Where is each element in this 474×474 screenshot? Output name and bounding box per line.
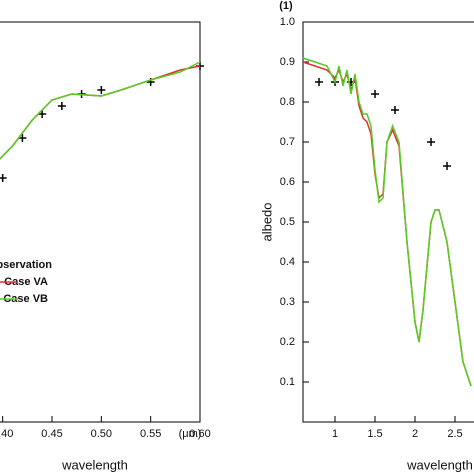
y-tick-label: 0.4 [280, 256, 295, 268]
plot-frame [302, 21, 474, 423]
y-tick-label: 0.3 [280, 296, 295, 308]
legend-label: Observation [0, 259, 52, 271]
legend-label: Case VA [4, 276, 48, 288]
y-tick-label: 0.2 [280, 336, 295, 348]
model-line [302, 57, 472, 387]
plot-frame [0, 21, 201, 423]
y-tick-label: 0.5 [280, 216, 295, 228]
left-panel: 0.40 0.45 0.50 0.55 0.60 wavelength (μm) Observ… [0, 21, 211, 472]
y-axis-label: albedo [259, 202, 274, 241]
x-axis-unit: (μm) [179, 428, 202, 440]
y-tick-label: 0.7 [280, 136, 295, 148]
y-tick-label: 0.1 [280, 376, 295, 388]
model-line [0, 65, 201, 160]
model-line [0, 61, 201, 160]
x-tick-label: 2 [412, 428, 418, 440]
x-tick-label: 0.55 [140, 428, 161, 440]
x-axis-label: wavelength [61, 457, 128, 472]
observation-point [371, 90, 379, 98]
observation-point [57, 102, 66, 110]
y-tick-label: 0.9 [280, 56, 295, 68]
y-tick-label: 1.0 [280, 16, 295, 28]
model-line [302, 61, 472, 387]
observation-point [391, 106, 399, 114]
x-axis-label: wavelength [406, 457, 473, 472]
x-tick-label: 2.5 [447, 428, 462, 440]
observation-point [97, 86, 106, 94]
observation-point [315, 78, 323, 86]
y-tick-label: 0.6 [280, 176, 295, 188]
observation-point [0, 174, 7, 182]
chart-title: (1) [279, 0, 293, 12]
legend-label: Case VB [3, 293, 48, 305]
observation-point [18, 134, 27, 142]
x-tick-label: 0.60 [189, 428, 210, 440]
x-tick-label: 0.45 [41, 428, 62, 440]
y-tick-label: 0.8 [280, 96, 295, 108]
x-tick-label: 1 [332, 428, 338, 440]
x-tick-label: 1.5 [367, 428, 382, 440]
x-tick-label: 0.50 [91, 428, 112, 440]
observation-point [38, 110, 47, 118]
observation-point [427, 138, 435, 146]
right-panel: 1 1.5 2 2.5 0.1 0.2 0.3 0.4 0.5 0.6 0.7 0.8 0.9 1.0 (1… [259, 0, 474, 472]
observation-point [443, 162, 451, 170]
x-tick-label: 0.40 [0, 428, 13, 440]
